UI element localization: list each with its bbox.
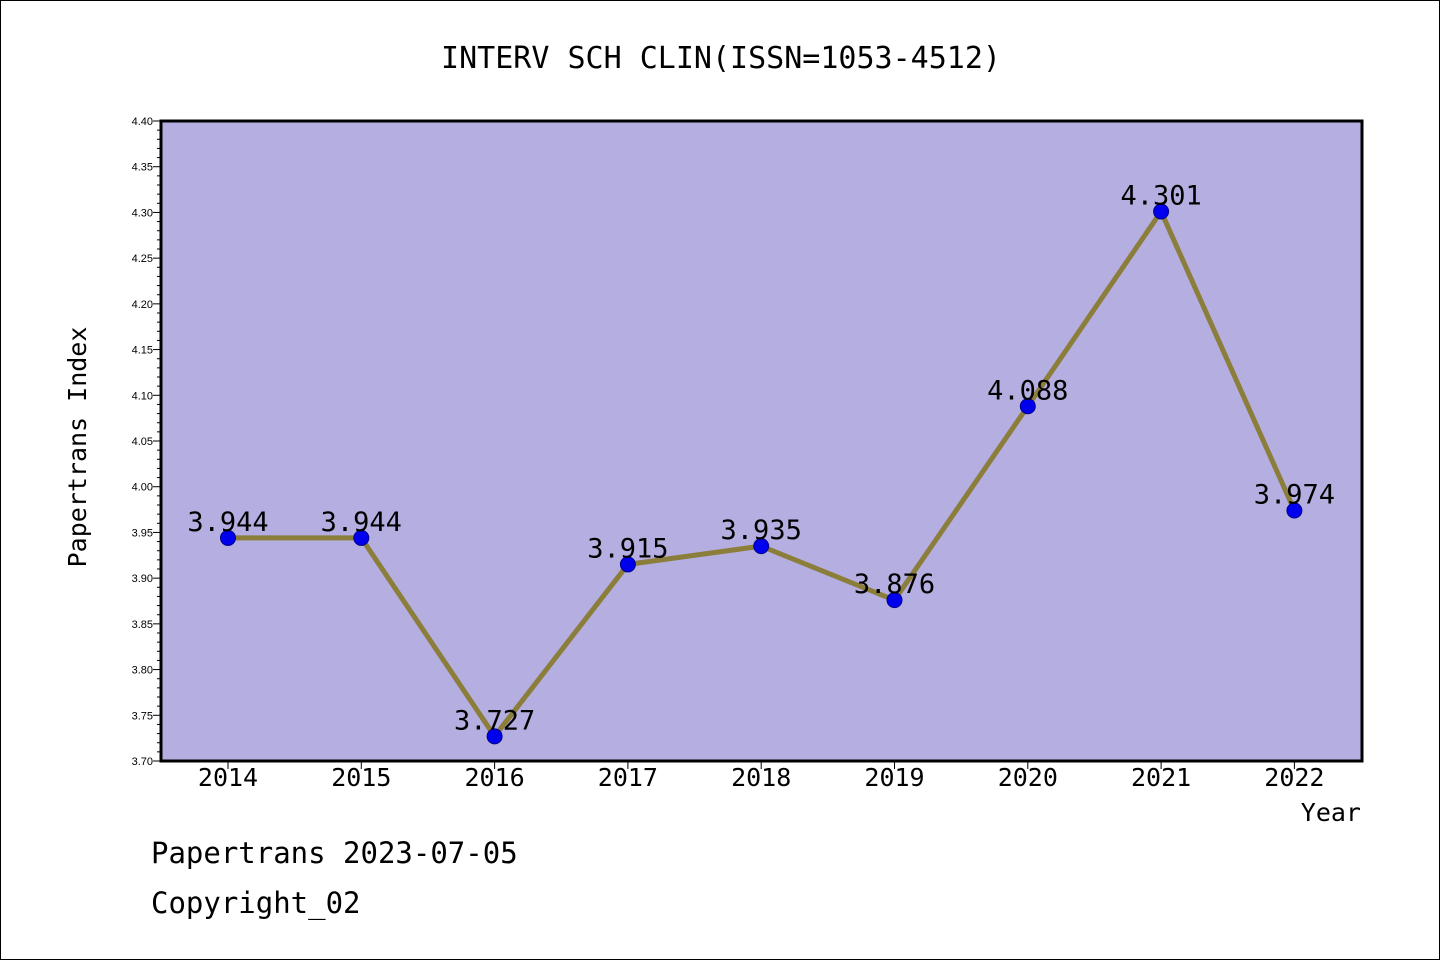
plot-border: [159, 119, 1364, 763]
x-tick-label: 2018: [731, 763, 791, 792]
y-axis-label: Papertrans Index: [63, 327, 92, 568]
data-label: 3.944: [187, 507, 268, 538]
data-labels: 3.944 3.944 3.727 3.915 3.935 3.876 4.088 4.301…: [187, 181, 1335, 737]
y-axis-ticks: 3.70 3.75 3.80 3.85 3.90 3.95 4.00 4.05 4.10 4.15…: [132, 116, 161, 768]
footer-copyright: Copyright_02: [151, 886, 361, 920]
y-tick-label: 4.30: [132, 207, 153, 219]
y-tick-label: 4.25: [132, 253, 153, 265]
data-label: 3.944: [321, 507, 402, 538]
y-tick-label: 4.20: [132, 299, 153, 311]
y-tick-label: 4.10: [132, 390, 153, 402]
data-point: [486, 728, 503, 745]
x-tick-label: 2016: [464, 763, 524, 792]
x-axis-label: Year: [1301, 798, 1361, 827]
y-tick-label: 3.95: [132, 527, 153, 539]
y-tick-label: 4.00: [132, 482, 153, 494]
data-label: 3.974: [1254, 479, 1335, 510]
data-point: [353, 529, 370, 546]
y-tick-label: 4.40: [132, 116, 153, 128]
x-tick-label: 2015: [331, 763, 391, 792]
data-label: 3.935: [721, 515, 802, 546]
x-tick-label: 2021: [1131, 763, 1191, 792]
plot-area: [161, 121, 1362, 761]
x-tick-label: 2014: [198, 763, 258, 792]
x-tick-label: 2020: [998, 763, 1058, 792]
data-label: 3.915: [587, 533, 668, 564]
y-tick-label: 3.75: [132, 710, 153, 722]
data-point: [1286, 502, 1303, 519]
y-tick-label: 3.85: [132, 619, 153, 631]
data-point: [886, 592, 903, 609]
data-label: 3.876: [854, 569, 935, 600]
chart-title: INTERV SCH CLIN(ISSN=1053-4512): [441, 41, 1001, 76]
data-point: [1019, 398, 1036, 415]
data-label: 4.301: [1120, 181, 1201, 212]
footer-date: Papertrans 2023-07-05: [151, 836, 518, 870]
x-tick-label: 2022: [1264, 763, 1324, 792]
data-point: [619, 556, 636, 573]
x-axis-ticks: 2014 2015 2016 2017 2018 2019 2020 2021 2022: [198, 761, 1325, 792]
x-tick-label: 2017: [598, 763, 658, 792]
y-tick-label: 3.80: [132, 665, 153, 677]
x-tick-label: 2019: [864, 763, 924, 792]
data-label: 4.088: [987, 375, 1068, 406]
y-tick-label: 4.15: [132, 345, 153, 357]
data-point: [1153, 203, 1170, 220]
data-points: [220, 203, 1303, 745]
data-point: [220, 529, 236, 546]
y-tick-label: 3.70: [132, 756, 153, 768]
y-tick-label: 4.35: [132, 162, 153, 174]
y-tick-label: 4.05: [132, 436, 153, 448]
data-label: 3.727: [454, 705, 535, 736]
data-point: [753, 538, 770, 555]
y-tick-label: 3.90: [132, 573, 153, 585]
